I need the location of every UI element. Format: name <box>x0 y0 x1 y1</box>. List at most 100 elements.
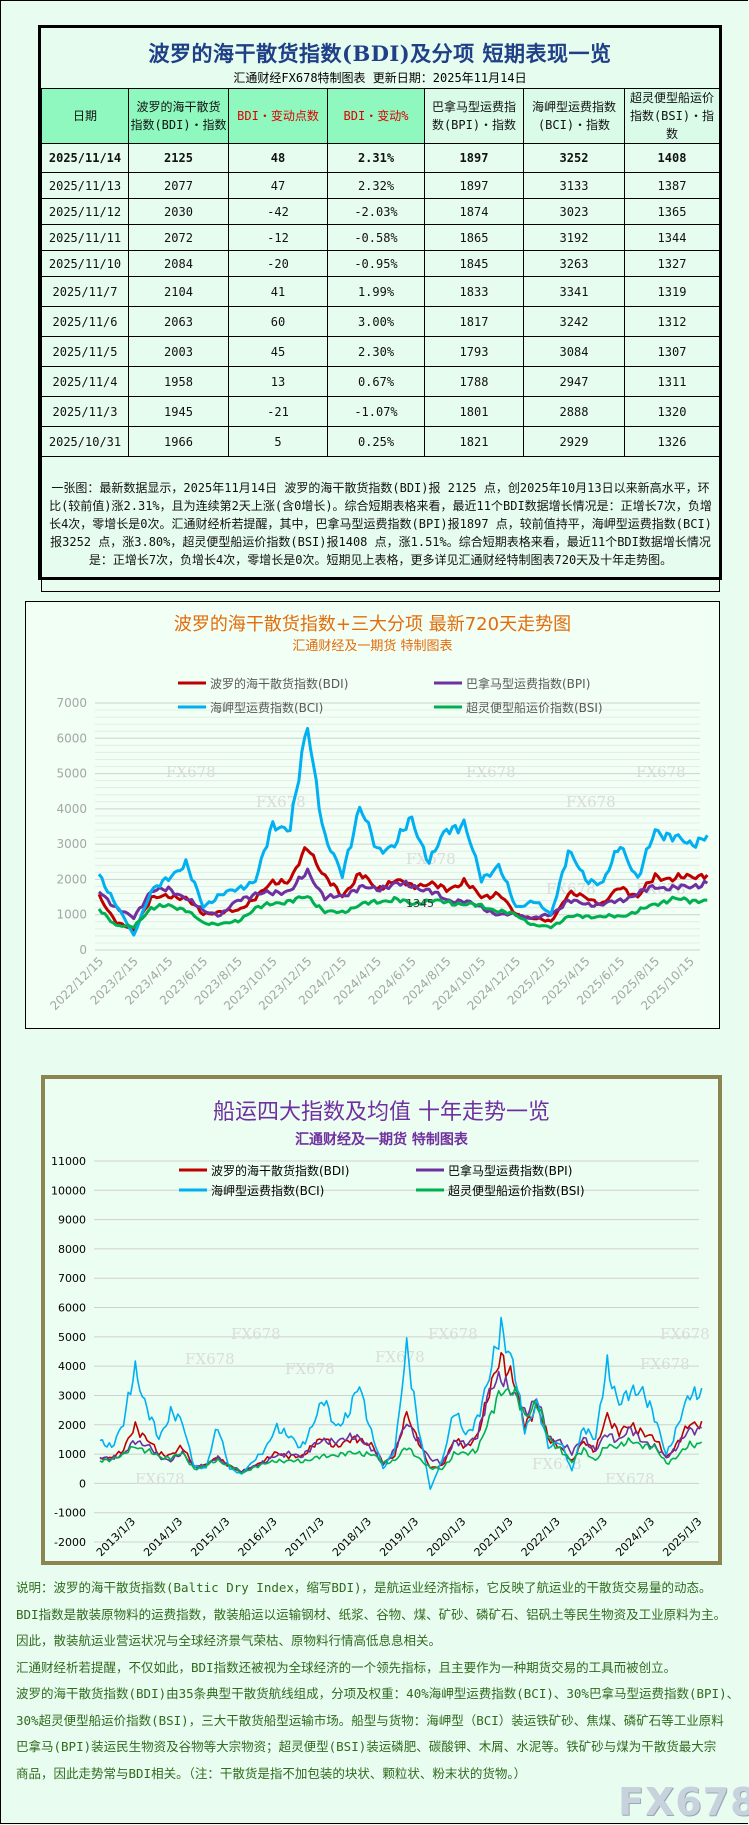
cell-bdi: 2072 <box>128 224 229 251</box>
cell-bpi: 1874 <box>424 198 524 225</box>
cell-date: 2025/10/31 <box>41 426 129 457</box>
header-bpi: 巴拿马型运费指 数(BPI)・指数 <box>424 88 524 144</box>
watermark: FX678 <box>636 763 686 781</box>
legend-label: 海岬型运费指数(BCI) <box>210 700 323 715</box>
table-row: 2025/11/12 2030 -42 -2.03% 1874 3023 1365 <box>41 198 720 225</box>
note-line: 巴拿马(BPI)装运民生物资及谷物等大宗物资；超灵便型(BSI)装运磷肥、碳酸钾… <box>16 1739 717 1754</box>
cell-bdi-change-points: 60 <box>228 306 328 337</box>
cell-bpi: 1801 <box>424 396 524 427</box>
cell-date: 2025/11/11 <box>41 224 129 251</box>
cell-bsi: 1408 <box>624 143 720 173</box>
cell-bpi: 1845 <box>424 250 524 277</box>
y-tick-label: 6000 <box>58 1302 86 1315</box>
table-row: 2025/11/13 2077 47 2.32% 1897 3133 1387 <box>41 172 720 199</box>
cell-bdi-change-points: -21 <box>228 396 328 427</box>
cell-bsi: 1327 <box>624 250 720 277</box>
cell-bdi-change-points: -20 <box>228 250 328 277</box>
cell-date: 2025/11/4 <box>41 366 129 397</box>
note-line: 30%超灵便型船运价指数(BSI)，三大干散货船型运输市场。船型与货物：海岬型（… <box>16 1712 724 1728</box>
legend-label: 超灵便型船运价指数(BSI) <box>466 700 603 715</box>
x-tick-label: 2023/1/3 <box>566 1515 610 1559</box>
y-tick-label: 5000 <box>58 1331 86 1344</box>
table-row: 2025/11/4 1958 13 0.67% 1788 2947 1311 <box>41 366 720 397</box>
cell-bsi: 1311 <box>624 366 720 397</box>
watermark: FX678 <box>466 763 516 781</box>
series-line <box>99 1370 702 1473</box>
cell-bci: 3084 <box>523 336 625 367</box>
table-row: 2025/11/7 2104 41 1.99% 1833 3341 1319 <box>41 276 720 307</box>
cell-date: 2025/11/10 <box>41 250 129 277</box>
note-line: 因此，散装航运业营运状况与全球经济景气荣枯、原物料行情高低息息相关。 <box>16 1633 442 1648</box>
cell-bdi-change-points: 13 <box>228 366 328 397</box>
chart-subtitle: 汇通财经及一期货 特制图表 <box>292 638 452 654</box>
cell-bdi: 2084 <box>128 250 229 277</box>
note-line: 说明：波罗的海干散货指数(Baltic Dry Index，缩写BDI)，是航运… <box>16 1580 712 1595</box>
watermark: FX678 <box>166 763 216 781</box>
header-row: 日期 波罗的海干散货 指数(BDI)・指数 BDI・变动点数 BDI・变动% 巴… <box>41 88 720 144</box>
cell-bci: 2888 <box>523 396 625 427</box>
cell-bsi: 1365 <box>624 198 720 225</box>
cell-bdi-change-points: 47 <box>228 172 328 199</box>
watermark: FX678 <box>185 1350 235 1368</box>
cell-bci: 3023 <box>523 198 625 225</box>
x-tick-label: 2017/1/3 <box>283 1515 327 1559</box>
table-row: 2025/11/6 2063 60 3.00% 1817 3242 1312 <box>41 306 720 337</box>
annotation-label: 1345 <box>406 897 434 910</box>
watermark: FX678 <box>285 1360 335 1378</box>
note-line: 汇通财经析若提醒，不仅如此，BDI指数还被视为全球经济的一个领先指标，且主要作为… <box>16 1659 677 1675</box>
y-tick-label: 0 <box>79 1477 86 1490</box>
cell-bdi: 1966 <box>128 426 229 457</box>
x-tick-label: 2015/1/3 <box>188 1515 232 1559</box>
legend-label: 超灵便型船运价指数(BSI) <box>448 1183 585 1198</box>
cell-date: 2025/11/3 <box>41 396 129 427</box>
cell-bdi: 1958 <box>128 366 229 397</box>
header-bdi-change-pct: BDI・变动% <box>327 88 425 144</box>
chart-title: 船运四大指数及均值 十年走势一览 <box>213 1100 550 1125</box>
y-tick-label: -1000 <box>54 1507 86 1520</box>
cell-bpi: 1865 <box>424 224 524 251</box>
table-subtitle: 汇通财经FX678特制图表 更新日期：2025年11月14日 <box>233 71 527 85</box>
cell-bdi-change-points: -12 <box>228 224 328 251</box>
y-tick-label: 11000 <box>51 1155 86 1168</box>
cell-bdi: 2125 <box>128 143 229 173</box>
x-tick-label: 2016/1/3 <box>236 1515 280 1559</box>
cell-bpi: 1817 <box>424 306 524 337</box>
header-bdi-change-points: BDI・变动点数 <box>228 88 328 144</box>
cell-bci: 3133 <box>523 172 625 199</box>
fx678-logo: FX678 <box>618 1780 749 1824</box>
cell-bdi-change-points: 41 <box>228 276 328 307</box>
y-tick-label: 7000 <box>56 696 87 710</box>
y-tick-label: 0 <box>79 943 87 957</box>
y-tick-label: 3000 <box>56 837 87 851</box>
table-title: 波罗的海干散货指数(BDI)及分项 短期表现一览 <box>148 41 612 66</box>
cell-date: 2025/11/6 <box>41 306 129 337</box>
note-line: BDI指数是散装原物料的运费指数，散装船运以运输钢材、纸浆、谷物、煤、矿砂、磷矿… <box>16 1606 727 1622</box>
y-tick-label: 2000 <box>56 872 87 886</box>
y-tick-label: 2000 <box>58 1419 86 1432</box>
x-tick-label: 2019/1/3 <box>377 1515 421 1559</box>
bdi-summary-table: 波罗的海干散货指数(BDI)及分项 短期表现一览 汇通财经FX678特制图表 更… <box>38 25 722 592</box>
header-date: 日期 <box>41 88 129 144</box>
chart-ten-year-trend: 船运四大指数及均值 十年走势一览 汇通财经及一期货 特制图表 -2000 -1000 0… <box>41 1075 722 1565</box>
header-bci: 海岬型运费指数 (BCI)・指数 <box>523 88 625 144</box>
cell-date: 2025/11/5 <box>41 336 129 367</box>
cell-bdi-change-pct: -0.58% <box>327 224 425 251</box>
cell-bdi-change-pct: 0.25% <box>327 426 425 457</box>
legend-label: 波罗的海干散货指数(BDI) <box>210 676 348 691</box>
cell-bdi: 2003 <box>128 336 229 367</box>
cell-bsi: 1312 <box>624 306 720 337</box>
cell-bci: 2929 <box>523 426 625 457</box>
cell-bpi: 1897 <box>424 143 524 173</box>
table-row: 2025/11/10 2084 -20 -0.95% 1845 3263 1327 <box>41 250 720 277</box>
x-tick-label: 2025/1/3 <box>660 1515 704 1559</box>
series-line <box>97 726 709 937</box>
cell-bdi: 2063 <box>128 306 229 337</box>
chart-title: 波罗的海干散货指数+三大分项 最新720天走势图 <box>174 614 571 635</box>
table-row: 2025/11/5 2003 45 2.30% 1793 3084 1307 <box>41 336 720 367</box>
watermark: FX678 <box>256 793 306 811</box>
cell-bdi-change-points: 48 <box>228 143 328 173</box>
x-tick-label: 2024/1/3 <box>613 1515 657 1559</box>
